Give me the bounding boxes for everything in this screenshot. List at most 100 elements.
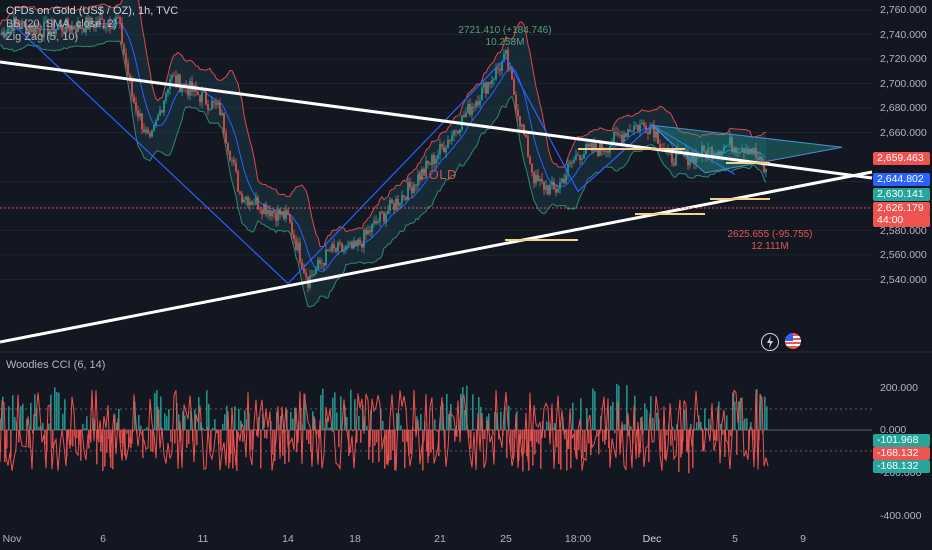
candle-body: [655, 131, 657, 138]
candle-body: [273, 210, 275, 213]
candle-body: [353, 240, 355, 249]
candle-body: [133, 96, 135, 103]
candle-body: [723, 146, 725, 152]
time-tick-label: 6: [100, 533, 106, 545]
cci-bar: [222, 423, 224, 430]
cci-bar: [670, 430, 672, 446]
candle-body: [527, 136, 529, 157]
cci-bar: [56, 392, 58, 430]
cci-bar: [588, 430, 590, 444]
cci-bar: [262, 413, 264, 430]
candle-body: [321, 262, 323, 264]
candle-body: [163, 100, 165, 113]
candle-body: [507, 50, 509, 69]
candle-body: [373, 220, 375, 224]
cci-bar: [598, 430, 600, 455]
candle-body: [765, 168, 767, 173]
time-tick-label: Dec: [642, 533, 662, 545]
cci-bar: [452, 428, 454, 430]
candle-body: [427, 161, 429, 164]
candle-body: [233, 159, 235, 164]
cci-bar: [322, 388, 324, 430]
candle-body: [239, 191, 241, 194]
cci-bar: [624, 424, 626, 430]
candle-body: [493, 79, 495, 80]
us-flag-icon[interactable]: [785, 333, 801, 349]
candle-body: [167, 88, 169, 94]
cci-bar: [566, 430, 568, 471]
candle-body: [269, 210, 271, 217]
candle-body: [259, 209, 261, 211]
candle-body: [171, 75, 173, 80]
swing-high-price: 2721.410 (+184.746): [458, 25, 552, 36]
candle-body: [449, 139, 451, 141]
bb-indicator-label[interactable]: BB (20, SMA, close, 2): [6, 18, 118, 30]
bollinger-basis: [0, 22, 767, 272]
cci-bar: [720, 423, 722, 430]
candle-body: [385, 214, 387, 222]
cci-bar: [316, 430, 318, 435]
cci-bar: [496, 412, 498, 430]
candle-body: [509, 67, 511, 69]
candle-body: [491, 79, 493, 84]
candle-body: [327, 249, 329, 252]
cci-bar: [596, 430, 598, 437]
candle-body: [141, 113, 143, 130]
candle-body: [345, 246, 347, 250]
cci-bar: [174, 430, 176, 444]
candle-body: [695, 152, 697, 164]
price-tag: 44:00: [873, 214, 930, 227]
candle-body: [213, 101, 215, 103]
candle-body: [137, 110, 139, 117]
candle-body: [523, 124, 525, 136]
zigzag-indicator-label[interactable]: Zig Zag (5, 10): [6, 31, 79, 43]
cci-bar: [560, 430, 562, 470]
cci-bar: [396, 412, 398, 430]
candle-body: [399, 202, 401, 206]
cci-indicator-label[interactable]: Woodies CCI (6, 14): [6, 359, 106, 371]
symbol-label: GOLD: [418, 167, 457, 182]
price-tick-label: 2,680.000: [880, 102, 927, 114]
candle-body: [361, 243, 363, 248]
candle-body: [447, 139, 449, 149]
candle-body: [23, 20, 25, 24]
candle-body: [121, 22, 123, 45]
candle-body: [693, 154, 695, 164]
cci-bar: [178, 414, 180, 430]
candle-body: [575, 154, 577, 160]
candle-body: [49, 29, 51, 36]
cci-bar: [512, 430, 514, 460]
candle-body: [403, 195, 405, 197]
candle-body: [155, 120, 157, 126]
candle-body: [605, 150, 607, 152]
candle-body: [613, 132, 615, 145]
lightning-icon[interactable]: [761, 333, 779, 351]
cci-bar: [708, 418, 710, 430]
candle-body: [647, 132, 649, 134]
cci-bar: [54, 387, 56, 430]
candle-body: [505, 50, 507, 54]
cci-tick-label: 200.000: [880, 382, 918, 394]
cci-bar: [232, 430, 234, 469]
cci-bar: [102, 430, 104, 471]
cci-bar: [722, 430, 724, 435]
candle-body: [45, 20, 47, 22]
price-tick-label: 2,700.000: [880, 77, 927, 90]
chart-title[interactable]: CFDs on Gold (US$ / OZ), 1h, TVC: [6, 5, 179, 17]
cci-bar: [288, 430, 290, 462]
cci-bar: [468, 430, 470, 438]
cci-bar: [224, 414, 226, 430]
candle-body: [443, 146, 445, 153]
candle-body: [365, 229, 367, 235]
candle-body: [621, 134, 623, 142]
cci-bar: [638, 430, 640, 458]
cci-bar: [440, 406, 442, 430]
cci-bar: [680, 430, 682, 458]
candle-body: [317, 259, 319, 269]
cci-bar: [674, 430, 676, 441]
candle-body: [47, 20, 49, 36]
candle-body: [625, 133, 627, 137]
candle-body: [409, 181, 411, 188]
candle-body: [107, 22, 109, 27]
